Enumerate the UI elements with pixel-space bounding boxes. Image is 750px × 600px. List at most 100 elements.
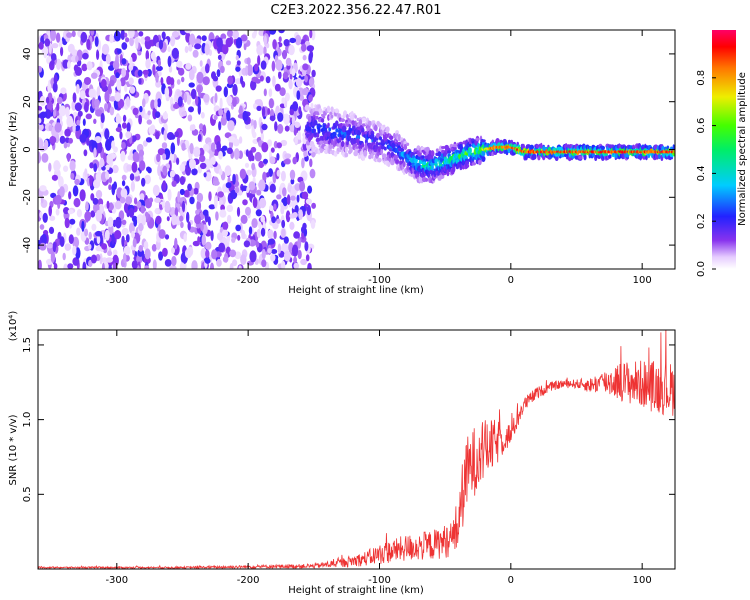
spectrogram-cell bbox=[223, 86, 228, 98]
spectrogram-cell bbox=[268, 88, 273, 98]
spectrogram-cell bbox=[158, 229, 166, 239]
spectrogram-cell bbox=[299, 95, 305, 101]
spectrogram-cell bbox=[291, 244, 299, 257]
spectrogram-cell bbox=[129, 86, 136, 94]
spectrogram-cell bbox=[301, 157, 305, 169]
spectrogram-cell bbox=[232, 173, 236, 185]
spectrogram-cell bbox=[144, 265, 150, 269]
spectrogram-cell bbox=[298, 209, 303, 221]
spectrogram-cell bbox=[121, 67, 127, 78]
spectrogram-cell bbox=[190, 88, 197, 100]
spectrogram-cell bbox=[95, 189, 103, 199]
spectrogram-cell bbox=[290, 195, 296, 201]
spectrogram-cell bbox=[137, 248, 145, 257]
spectrogram-cell bbox=[139, 105, 143, 113]
spectrogram-cell bbox=[226, 30, 234, 38]
spectrogram-cell bbox=[208, 191, 212, 202]
spectrogram-cell bbox=[185, 62, 192, 70]
spectrogram-cell bbox=[85, 113, 93, 120]
spectrogram-cell bbox=[251, 162, 256, 171]
spectrogram-cell bbox=[277, 123, 284, 134]
spectrogram-cell bbox=[340, 118, 346, 123]
spectrogram-cell bbox=[140, 36, 146, 45]
spectrogram-cell bbox=[82, 118, 86, 126]
spectrogram-cell bbox=[41, 233, 47, 246]
y-tick-label: 1.0 bbox=[22, 412, 33, 428]
spectrogram-cell bbox=[121, 174, 127, 181]
spectrogram-cell bbox=[171, 180, 177, 187]
spectrogram-cell bbox=[154, 207, 160, 214]
spectrogram-cell bbox=[402, 161, 406, 168]
spectrogram-cell bbox=[302, 87, 310, 96]
spectrogram-cell bbox=[187, 114, 193, 122]
spectrogram-cell bbox=[600, 145, 605, 150]
spectrogram-cell bbox=[383, 146, 387, 151]
spectrogram-cell bbox=[202, 76, 210, 86]
spectrogram-cell bbox=[349, 146, 353, 154]
spectrogram-cell bbox=[282, 71, 289, 80]
spectrogram-cell bbox=[259, 75, 264, 82]
spectrogram-cell bbox=[267, 139, 273, 147]
spectrogram-cell bbox=[76, 227, 81, 236]
spectrogram-cell bbox=[179, 207, 183, 216]
spectrogram-cell bbox=[145, 137, 153, 143]
spectrogram-cell bbox=[136, 254, 143, 264]
spectrogram-cell bbox=[243, 42, 247, 51]
spectrogram-cell bbox=[91, 97, 96, 109]
spectrogram-cell bbox=[64, 128, 71, 137]
spectrogram-cell bbox=[109, 33, 114, 44]
spectrogram-cell bbox=[59, 135, 66, 144]
spectrogram-cell bbox=[145, 50, 150, 61]
spectrogram-cell bbox=[88, 244, 92, 250]
spectrogram-cell bbox=[92, 197, 99, 205]
spectrogram-cell bbox=[138, 245, 144, 252]
spectrogram-cell bbox=[329, 111, 333, 116]
spectrogram-cell bbox=[88, 259, 93, 268]
spectrogram-cell bbox=[267, 248, 272, 254]
spectrogram-cell bbox=[179, 262, 185, 269]
spectrogram-cell bbox=[267, 108, 271, 115]
spectrogram-cell bbox=[120, 30, 125, 40]
spectrogram-cell bbox=[116, 79, 122, 91]
spectrogram-cell bbox=[188, 106, 194, 113]
spectrogram-cell bbox=[39, 242, 47, 251]
spectrogram-cell bbox=[205, 249, 210, 258]
spectrogram-cell bbox=[531, 153, 537, 160]
spectrogram-cell bbox=[406, 142, 410, 146]
spectrogram-cell bbox=[295, 77, 303, 88]
spectrogram-cell bbox=[38, 105, 43, 112]
spectrogram-cell bbox=[83, 149, 88, 157]
spectrogram-cell bbox=[119, 131, 123, 140]
spectrogram-cell bbox=[195, 209, 200, 215]
spectrogram-cell bbox=[74, 66, 83, 76]
spectrogram-cell bbox=[393, 154, 399, 160]
spectrogram-cell bbox=[276, 194, 282, 200]
spectrogram-cell bbox=[77, 110, 83, 117]
spectrogram-cell bbox=[138, 223, 144, 232]
spectrogram-cell bbox=[303, 150, 308, 157]
spectrogram-cell bbox=[447, 150, 452, 154]
x-tick-label: -300 bbox=[105, 275, 128, 286]
spectrogram-cell bbox=[273, 230, 277, 240]
spectrogram-cell bbox=[105, 257, 114, 263]
spectrogram-cell bbox=[162, 165, 168, 176]
spectrogram-cell bbox=[276, 218, 281, 224]
spectrogram-cell bbox=[250, 119, 255, 127]
spectrogram-cell bbox=[155, 215, 162, 225]
spectrogram-cell bbox=[117, 98, 125, 109]
spectrogram-cell bbox=[74, 102, 82, 112]
spectrogram-cell bbox=[307, 262, 312, 269]
spectrogram-cell bbox=[83, 77, 92, 85]
spectrogram-cell bbox=[104, 90, 110, 103]
spectrogram-cell bbox=[52, 241, 57, 253]
spectrogram-cell bbox=[272, 75, 276, 88]
spectrogram-cell bbox=[238, 105, 243, 116]
spectrogram-cell bbox=[48, 42, 52, 55]
spectrogram-cell bbox=[225, 60, 232, 66]
spectrogram-cell bbox=[361, 117, 367, 123]
spectrogram-cell bbox=[258, 179, 266, 192]
spectrogram-cell bbox=[157, 148, 165, 156]
spectrogram-cell bbox=[131, 161, 138, 173]
spectrogram-cell bbox=[187, 221, 191, 231]
spectrogram-cell bbox=[255, 209, 262, 217]
